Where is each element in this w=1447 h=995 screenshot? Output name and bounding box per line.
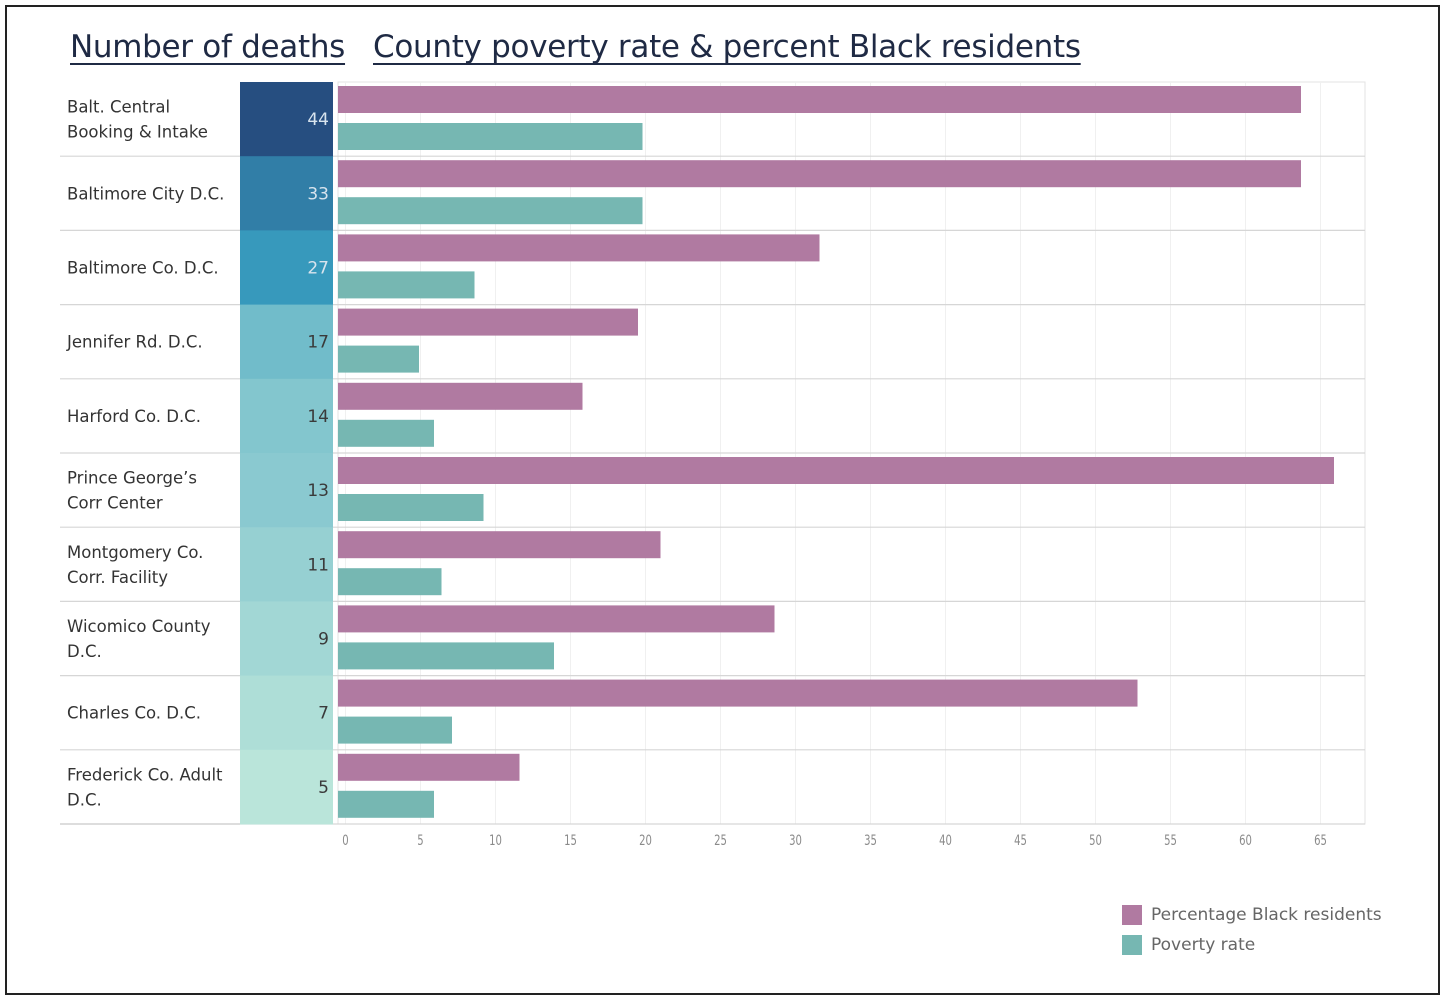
deaths-cell xyxy=(240,230,333,306)
facility-label: Baltimore Co. D.C. xyxy=(67,259,219,278)
deaths-cell xyxy=(240,304,333,380)
deaths-value-label: 17 xyxy=(307,333,329,353)
deaths-cell xyxy=(240,82,333,157)
x-tick-label: 60 xyxy=(1239,832,1252,848)
bar-poverty xyxy=(338,123,643,150)
deaths-cell xyxy=(240,527,333,602)
bar-black-pct xyxy=(338,531,661,559)
deaths-value-label: 5 xyxy=(318,778,329,798)
deaths-value-label: 13 xyxy=(307,481,329,501)
facility-label: D.C. xyxy=(67,790,102,809)
facility-label: D.C. xyxy=(67,642,102,661)
legend-item-poverty: Poverty rate xyxy=(1122,930,1382,960)
x-tick-label: 65 xyxy=(1314,832,1327,848)
bar-poverty xyxy=(338,716,452,744)
bar-poverty xyxy=(338,271,475,299)
facility-label: Charles Co. D.C. xyxy=(67,704,201,723)
facility-label: Baltimore City D.C. xyxy=(67,184,224,203)
legend-label-poverty: Poverty rate xyxy=(1151,935,1256,955)
x-tick-label: 30 xyxy=(789,832,802,848)
x-tick-label: 35 xyxy=(864,832,877,848)
deaths-cell xyxy=(240,601,333,677)
deaths-value-label: 27 xyxy=(307,259,329,279)
bar-poverty xyxy=(338,568,442,596)
facility-label: Corr Center xyxy=(67,494,163,513)
deaths-value-label: 33 xyxy=(307,184,329,204)
x-tick-label: 15 xyxy=(564,832,577,848)
x-tick-label: 10 xyxy=(489,832,502,848)
legend-swatch-poverty xyxy=(1122,935,1142,955)
deaths-value-label: 11 xyxy=(307,555,329,575)
facility-label: Corr. Facility xyxy=(67,568,168,587)
facility-label: Jennifer Rd. D.C. xyxy=(66,333,203,352)
legend: Percentage Black residents Poverty rate xyxy=(1122,900,1382,960)
facility-label: Montgomery Co. xyxy=(67,543,203,562)
facility-label: Booking & Intake xyxy=(67,123,208,142)
x-tick-label: 20 xyxy=(639,832,652,848)
deaths-value-label: 9 xyxy=(318,630,329,650)
bar-poverty xyxy=(338,197,643,225)
deaths-cell xyxy=(240,453,333,528)
bar-black-pct xyxy=(338,457,1334,484)
deaths-value-label: 44 xyxy=(307,110,329,130)
bar-black-pct xyxy=(338,679,1138,707)
facility-label: Prince George’s xyxy=(67,469,197,488)
bar-black-pct xyxy=(338,382,583,410)
x-tick-label: 45 xyxy=(1014,832,1027,848)
x-tick-label: 0 xyxy=(342,832,348,848)
bar-black-pct xyxy=(338,605,775,633)
x-tick-label: 50 xyxy=(1089,832,1102,848)
bar-poverty xyxy=(338,494,484,521)
bar-poverty xyxy=(338,419,434,447)
x-tick-label: 5 xyxy=(417,832,423,848)
deaths-title: Number of deaths xyxy=(70,29,346,65)
bar-black-pct xyxy=(338,753,520,781)
bar-black-pct xyxy=(338,234,820,262)
bar-poverty xyxy=(338,790,434,818)
bar-black-pct xyxy=(338,86,1301,113)
bar-poverty xyxy=(338,642,554,670)
chart-title: County poverty rate & percent Black resi… xyxy=(373,29,1081,65)
facility-label: Harford Co. D.C. xyxy=(67,407,201,426)
deaths-cell xyxy=(240,156,333,231)
legend-label-black: Percentage Black residents xyxy=(1151,905,1382,925)
facility-label: Frederick Co. Adult xyxy=(67,765,223,784)
deaths-value-label: 14 xyxy=(307,407,329,427)
facility-label: Wicomico County xyxy=(67,617,211,636)
deaths-cell xyxy=(240,675,333,751)
x-tick-label: 40 xyxy=(939,832,952,848)
x-tick-label: 25 xyxy=(714,832,727,848)
deaths-cell xyxy=(240,749,333,825)
x-tick-label: 55 xyxy=(1164,832,1177,848)
deaths-cell xyxy=(240,378,333,454)
legend-swatch-black xyxy=(1122,905,1142,925)
facility-label: Balt. Central xyxy=(67,98,170,117)
legend-item-black: Percentage Black residents xyxy=(1122,900,1382,930)
deaths-value-label: 7 xyxy=(318,704,329,724)
bar-black-pct xyxy=(338,308,638,336)
bar-black-pct xyxy=(338,160,1301,188)
bar-poverty xyxy=(338,345,419,373)
